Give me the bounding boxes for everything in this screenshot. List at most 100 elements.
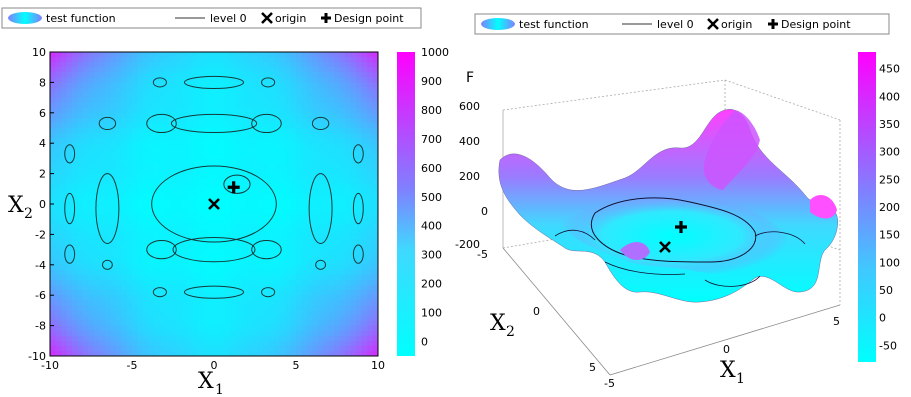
heatmap-cell — [126, 209, 133, 215]
heatmap-cell — [164, 163, 171, 170]
heatmap-cell — [104, 178, 111, 185]
heatmap-cell — [301, 138, 308, 144]
heatmap-cell — [115, 234, 122, 241]
heatmap-cell — [55, 112, 62, 119]
heatmap-cell — [203, 350, 210, 356]
heatmap-cell — [372, 244, 378, 251]
heatmap-cell — [159, 82, 166, 89]
heatmap-cell — [77, 133, 84, 139]
heatmap-cell — [50, 67, 57, 73]
colorbar-tick-label: 250 — [879, 173, 900, 186]
heatmap-cell — [77, 219, 84, 225]
heatmap-cell — [263, 153, 270, 159]
heatmap-cell — [263, 254, 270, 261]
heatmap-cell — [99, 214, 106, 220]
heatmap-cell — [142, 158, 149, 165]
heatmap-cell — [279, 97, 286, 104]
heatmap-cell — [71, 133, 78, 139]
heatmap-cell — [203, 67, 210, 73]
heatmap-cell — [115, 188, 122, 195]
heatmap-cell — [142, 148, 149, 154]
heatmap-cell — [235, 148, 242, 154]
heatmap-cell — [372, 198, 378, 205]
heatmap-cell — [82, 315, 89, 322]
heatmap-cell — [214, 138, 221, 144]
colorbar-tick-label: 0 — [421, 336, 428, 349]
heatmap-cell — [246, 214, 253, 220]
heatmap-cell — [241, 67, 248, 73]
heatmap-cell — [99, 335, 106, 342]
z-tick-label: 200 — [459, 170, 480, 183]
origin-marker — [659, 241, 671, 253]
heatmap-cell — [350, 102, 357, 109]
heatmap-cell — [170, 153, 177, 159]
heatmap-cell — [224, 148, 231, 154]
heatmap-cell — [372, 77, 378, 83]
heatmap-cell — [104, 183, 111, 190]
heatmap-cell — [175, 102, 182, 109]
heatmap-cell — [164, 239, 171, 246]
heatmap-cell — [274, 340, 281, 347]
heatmap-cell — [306, 163, 313, 170]
heatmap-cell — [345, 350, 352, 356]
heatmap-cell — [115, 295, 122, 301]
heatmap-cell — [361, 128, 368, 134]
x-tick-label: -5 — [127, 359, 138, 372]
heatmap-cell — [60, 229, 67, 235]
x1-axis-label: X — [720, 358, 736, 383]
heatmap-surface — [50, 52, 378, 356]
heatmap-cell — [82, 168, 89, 175]
heatmap-cell — [60, 178, 67, 185]
heatmap-cell — [137, 188, 144, 195]
heatmap-cell — [77, 234, 84, 241]
heatmap-cell — [372, 143, 378, 149]
heatmap-cell — [126, 82, 133, 89]
heatmap-cell — [137, 305, 144, 311]
heatmap-cell — [317, 229, 324, 235]
heatmap-cell — [50, 320, 57, 327]
heatmap-cell — [230, 305, 237, 311]
heatmap-cell — [137, 214, 144, 220]
heatmap-cell — [296, 254, 303, 261]
heatmap-cell — [153, 264, 160, 271]
heatmap-cell — [142, 244, 149, 251]
heatmap-cell — [192, 198, 199, 205]
heatmap-cell — [219, 158, 226, 165]
heatmap-cell — [279, 244, 286, 251]
heatmap-cell — [246, 107, 253, 114]
heatmap-cell — [296, 269, 303, 276]
heatmap-cell — [356, 158, 363, 165]
heatmap-cell — [367, 117, 374, 124]
heatmap-cell — [230, 290, 237, 296]
heatmap-cell — [203, 209, 210, 215]
heatmap-cell — [350, 234, 357, 241]
heatmap-cell — [153, 67, 160, 73]
heatmap-cell — [301, 214, 308, 220]
heatmap-cell — [345, 198, 352, 205]
heatmap-cell — [230, 102, 237, 109]
heatmap-cell — [192, 87, 199, 94]
heatmap-cell — [345, 274, 352, 281]
heatmap-cell — [252, 153, 259, 159]
heatmap-cell — [328, 138, 335, 144]
heatmap-cell — [93, 320, 100, 327]
heatmap-cell — [121, 173, 128, 180]
heatmap-cell — [104, 285, 111, 291]
heatmap-cell — [99, 158, 106, 165]
heatmap-cell — [279, 305, 286, 311]
heatmap-cell — [361, 335, 368, 342]
heatmap-cell — [82, 295, 89, 301]
heatmap-cell — [263, 305, 270, 311]
heatmap-cell — [186, 173, 193, 180]
heatmap-cell — [88, 107, 95, 114]
legend-label-design-point: Design point — [781, 18, 851, 31]
heatmap-cell — [82, 269, 89, 276]
heatmap-cell — [339, 178, 346, 185]
heatmap-cell — [203, 305, 210, 311]
heatmap-cell — [93, 178, 100, 185]
heatmap-cell — [306, 168, 313, 175]
heatmap-cell — [350, 269, 357, 276]
heatmap-cell — [323, 153, 330, 159]
heatmap-cell — [350, 97, 357, 104]
heatmap-cell — [312, 153, 319, 159]
